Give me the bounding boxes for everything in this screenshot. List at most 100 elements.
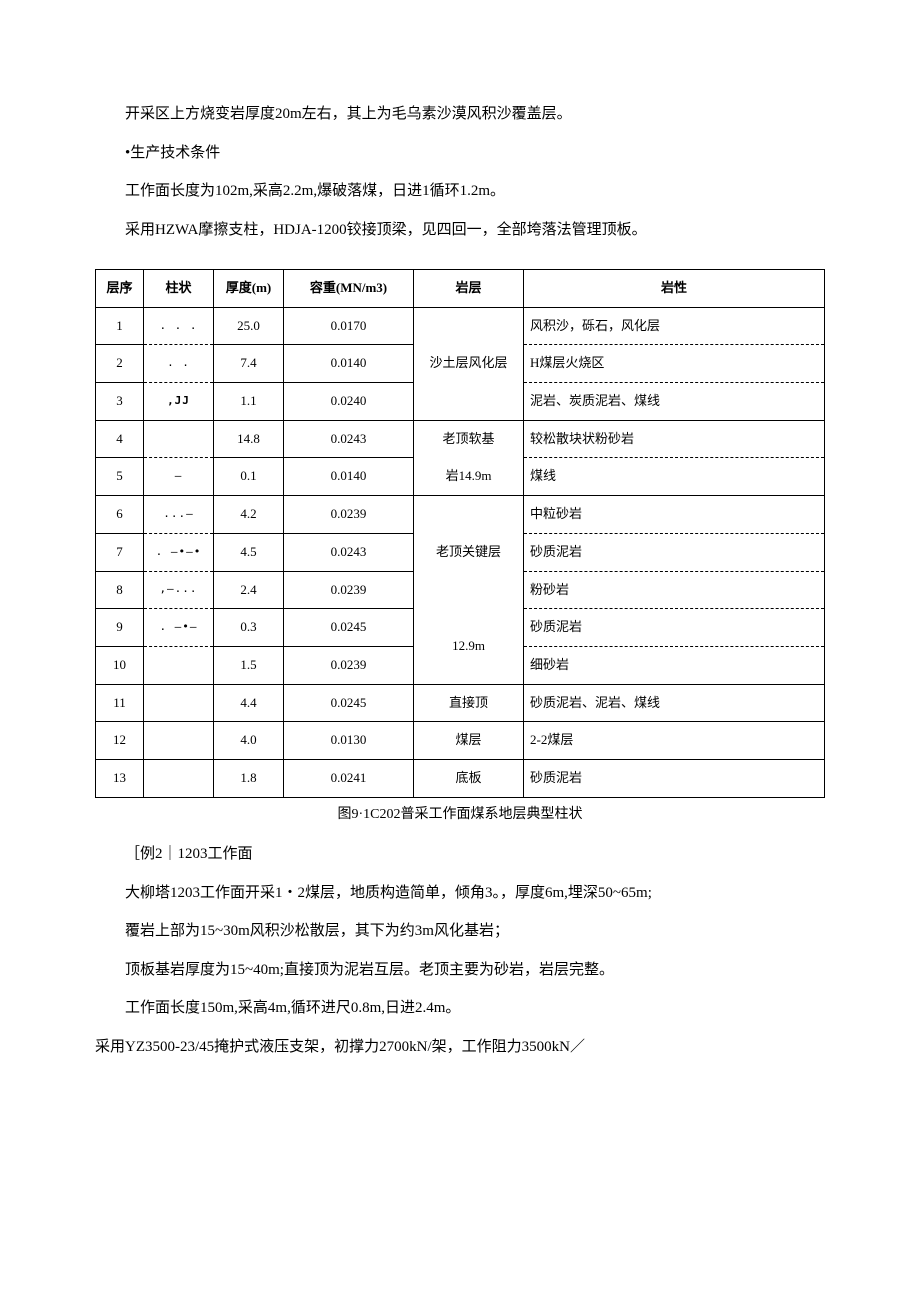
th-layer: 岩层 (414, 270, 524, 308)
cell-pic: ...— (144, 496, 214, 534)
cell-density: 0.0239 (284, 571, 414, 609)
cell-lith: 细砂岩 (524, 646, 825, 684)
cell-density: 0.0241 (284, 759, 414, 797)
cell-lith: 砂质泥岩 (524, 533, 825, 571)
outro-p3: 覆岩上部为15~30m风积沙松散层，其下为约3m风化基岩； (95, 917, 825, 946)
th-seq: 层序 (96, 270, 144, 308)
cell-thick: 1.1 (214, 383, 284, 421)
table-row: 1 . . . 25.0 0.0170 沙土层风化层 风积沙，砾石，风化层 (96, 307, 825, 345)
cell-seq: 4 (96, 420, 144, 458)
cell-lith: 砂质泥岩 (524, 609, 825, 647)
cell-lith: 煤线 (524, 458, 825, 496)
cell-seq: 11 (96, 684, 144, 722)
cell-seq: 8 (96, 571, 144, 609)
outro-p5: 工作面长度150m,采高4m,循环进尺0.8m,日进2.4m。 (95, 994, 825, 1023)
cell-seq: 13 (96, 759, 144, 797)
table-row: 13 1.8 0.0241 底板 砂质泥岩 (96, 759, 825, 797)
cell-thick: 4.0 (214, 722, 284, 760)
cell-density: 0.0140 (284, 458, 414, 496)
cell-thick: 1.8 (214, 759, 284, 797)
table-row: 12 4.0 0.0130 煤层 2-2煤层 (96, 722, 825, 760)
th-lith: 岩性 (524, 270, 825, 308)
cell-density: 0.0240 (284, 383, 414, 421)
cell-thick: 4.2 (214, 496, 284, 534)
cell-thick: 1.5 (214, 646, 284, 684)
cell-seq: 6 (96, 496, 144, 534)
cell-density: 0.0243 (284, 533, 414, 571)
cell-density: 0.0239 (284, 646, 414, 684)
cell-lith: 粉砂岩 (524, 571, 825, 609)
cell-thick: 4.5 (214, 533, 284, 571)
th-pic: 柱状 (144, 270, 214, 308)
cell-pic: . . (144, 345, 214, 383)
outro-p2: 大柳塔1203工作面开采1・2煤层，地质构造简单，倾角3。，厚度6m,埋深50~… (95, 879, 825, 908)
cell-layer-group3a: 老顶关键层 (414, 496, 524, 609)
table-header-row: 层序 柱状 厚度(m) 容重(MN/m3) 岩层 岩性 (96, 270, 825, 308)
cell-lith: 砂质泥岩 (524, 759, 825, 797)
cell-pic: — (144, 458, 214, 496)
cell-density: 0.0170 (284, 307, 414, 345)
outro-p1: ［例2｜1203工作面 (95, 840, 825, 869)
outro-p6: 采用YZ3500-23/45掩护式液压支架，初撑力2700kN/架，工作阻力35… (95, 1033, 825, 1062)
cell-seq: 7 (96, 533, 144, 571)
table-row: 11 4.4 0.0245 直接顶 砂质泥岩、泥岩、煤线 (96, 684, 825, 722)
cell-layer-group3b: 12.9m (414, 609, 524, 684)
cell-layer-group4: 直接顶 (414, 684, 524, 722)
cell-density: 0.0140 (284, 345, 414, 383)
cell-lith: H煤层火烧区 (524, 345, 825, 383)
cell-pic (144, 759, 214, 797)
cell-seq: 3 (96, 383, 144, 421)
cell-thick: 0.1 (214, 458, 284, 496)
cell-pic (144, 684, 214, 722)
cell-pic: . —•— (144, 609, 214, 647)
table-caption: 图9·1C202普采工作面煤系地层典型柱状 (95, 802, 825, 829)
cell-pic: . —•—• (144, 533, 214, 571)
th-thick: 厚度(m) (214, 270, 284, 308)
cell-seq: 10 (96, 646, 144, 684)
cell-seq: 12 (96, 722, 144, 760)
cell-lith: 风积沙，砾石，风化层 (524, 307, 825, 345)
cell-density: 0.0243 (284, 420, 414, 458)
table-row: 5 — 0.1 0.0140 岩14.9m 煤线 (96, 458, 825, 496)
table-row: 4 14.8 0.0243 老顶软基 较松散块状粉砂岩 (96, 420, 825, 458)
intro-p4: 采用HZWA摩擦支柱，HDJA-1200铰接顶梁，见四回一，全部垮落法管理顶板。 (95, 216, 825, 245)
cell-pic (144, 646, 214, 684)
cell-layer-group2b: 岩14.9m (414, 458, 524, 496)
th-density: 容重(MN/m3) (284, 270, 414, 308)
cell-density: 0.0130 (284, 722, 414, 760)
cell-density: 0.0245 (284, 684, 414, 722)
cell-seq: 9 (96, 609, 144, 647)
cell-thick: 4.4 (214, 684, 284, 722)
outro-p4: 顶板基岩厚度为15~40m;直接顶为泥岩互层。老顶主要为砂岩，岩层完整。 (95, 956, 825, 985)
table-row: 9 . —•— 0.3 0.0245 12.9m 砂质泥岩 (96, 609, 825, 647)
cell-lith: 砂质泥岩、泥岩、煤线 (524, 684, 825, 722)
cell-density: 0.0245 (284, 609, 414, 647)
cell-layer-group1: 沙土层风化层 (414, 307, 524, 420)
cell-pic: . . . (144, 307, 214, 345)
cell-layer-group6: 底板 (414, 759, 524, 797)
intro-p2: •生产技术条件 (95, 139, 825, 168)
intro-p3: 工作面长度为102m,采高2.2m,爆破落煤，日进1循环1.2m。 (95, 177, 825, 206)
cell-lith: 中粒砂岩 (524, 496, 825, 534)
intro-p1: 开采区上方烧变岩厚度20m左右，其上为毛乌素沙漠风积沙覆盖层。 (95, 100, 825, 129)
cell-density: 0.0239 (284, 496, 414, 534)
cell-seq: 1 (96, 307, 144, 345)
cell-thick: 7.4 (214, 345, 284, 383)
cell-pic: ,JJ (144, 383, 214, 421)
cell-thick: 14.8 (214, 420, 284, 458)
cell-thick: 0.3 (214, 609, 284, 647)
strata-table: 层序 柱状 厚度(m) 容重(MN/m3) 岩层 岩性 1 . . . 25.0… (95, 269, 825, 798)
cell-lith: 2-2煤层 (524, 722, 825, 760)
cell-thick: 25.0 (214, 307, 284, 345)
cell-pic (144, 722, 214, 760)
table-row: 6 ...— 4.2 0.0239 老顶关键层 中粒砂岩 (96, 496, 825, 534)
cell-seq: 2 (96, 345, 144, 383)
cell-pic: ,—... (144, 571, 214, 609)
cell-seq: 5 (96, 458, 144, 496)
cell-thick: 2.4 (214, 571, 284, 609)
cell-pic (144, 420, 214, 458)
cell-layer-group5: 煤层 (414, 722, 524, 760)
cell-lith: 较松散块状粉砂岩 (524, 420, 825, 458)
cell-layer-group2a: 老顶软基 (414, 420, 524, 458)
cell-lith: 泥岩、炭质泥岩、煤线 (524, 383, 825, 421)
